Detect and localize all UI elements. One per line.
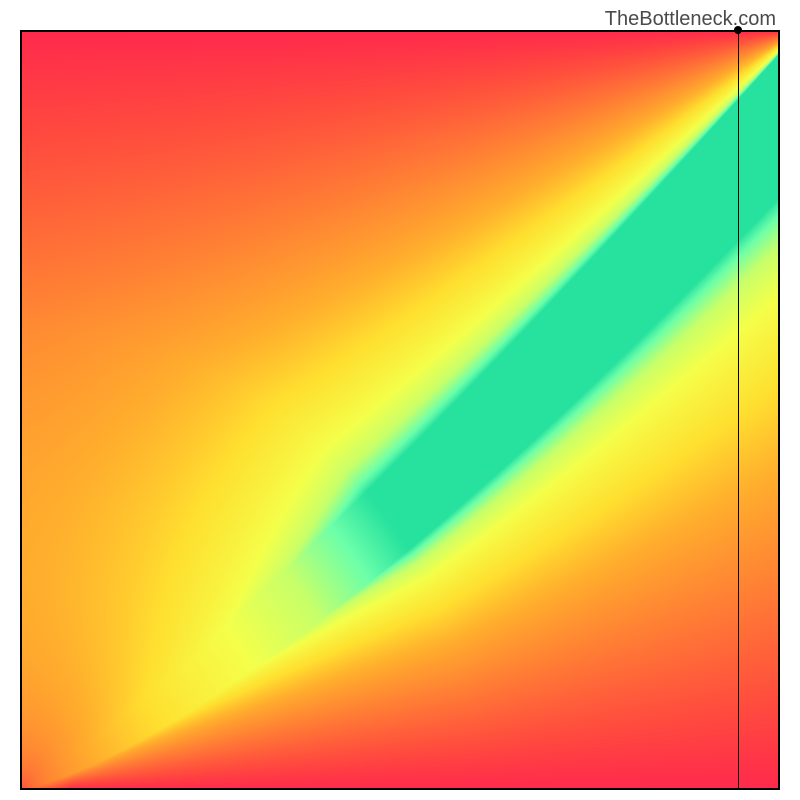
- bottleneck-heatmap: [20, 30, 780, 790]
- attribution-text: TheBottleneck.com: [605, 8, 776, 31]
- chart-container: TheBottleneck.com: [0, 0, 800, 800]
